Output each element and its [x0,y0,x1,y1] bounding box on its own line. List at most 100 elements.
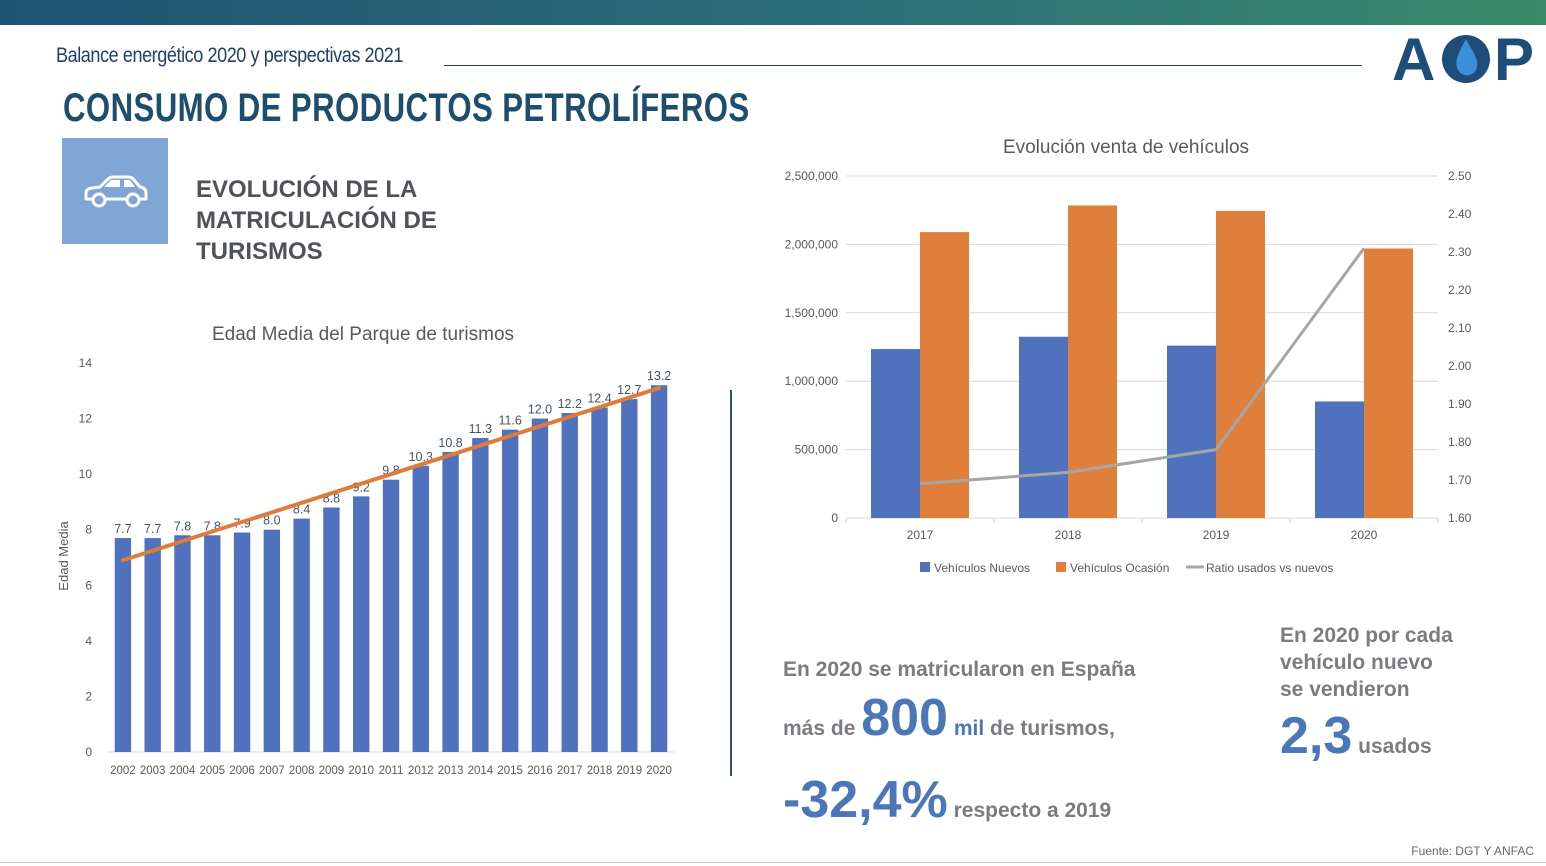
chart-title: Evolución venta de vehículos [1003,137,1249,158]
x-tick-label: 2016 [527,765,553,777]
y-tick-label: 4 [85,634,92,648]
y-tick-label: 1,000,000 [785,374,839,388]
bar [531,418,549,752]
secondary-y-axis-ticks: 1.60 1.70 1.80 1.90 2.00 2.10 2.20 2.30 2.40 2.50 [1448,169,1472,525]
stat-percent-suffix: respecto a 2019 [953,799,1112,822]
data-labels: 7.77.77.87.87.98.08.48.89.29.810.310.811… [114,369,671,536]
y2-tick-label: 1.80 [1448,435,1472,449]
source-note: Fuente: DGT Y ANFAC [1411,844,1534,858]
logo-letter-a: A [1392,28,1435,84]
bars [871,205,1413,519]
bar [501,429,519,752]
chart-title: Edad Media del Parque de turismos [212,324,514,345]
bar [323,507,340,752]
x-tick-label: 2020 [1351,528,1378,542]
stat-text-line2: más de 800 mil de turismos, [783,688,1115,748]
x-tick-label: 2017 [557,765,583,777]
vehicle-sales-chart: Evolución venta de vehículos 0 500,000 1,0… [785,137,1472,575]
ratio-big-number: 2,3 [1280,707,1353,765]
x-tick-label: 2013 [438,765,464,777]
data-label: 12.2 [558,397,582,411]
aop-logo: A P [1392,28,1534,84]
bar [650,385,668,752]
ratio-text-line: se vendieron [1280,678,1410,701]
age-bar-chart: Edad Media del Parque de turismos Edad M… [56,324,674,777]
x-tick-label: 2002 [110,765,136,777]
footer-rule [0,862,1546,863]
y-tick-label: 2,000,000 [785,237,839,251]
x-tick-label: 2020 [646,765,672,777]
x-tick-label: 2009 [319,765,345,777]
bar [144,538,161,752]
bar [920,232,969,518]
data-label: 7.7 [144,522,161,536]
vertical-divider [730,390,732,776]
bar [561,413,578,752]
y2-tick-label: 2.10 [1448,321,1472,335]
y-tick-label: 8 [85,523,92,537]
x-tick-label: 2005 [199,765,225,777]
data-label: 8.0 [263,514,280,528]
stat-unit: mil [953,717,985,740]
bar [1216,210,1265,518]
stat-percent: -32,4% [783,771,948,829]
legend-label: Ratio usados vs nuevos [1206,561,1333,575]
bar [114,538,132,752]
data-label: 10.3 [409,450,433,464]
bar [353,496,370,752]
ratio-line [919,247,1366,486]
trendline [120,386,662,563]
x-tick-label: 2003 [140,765,166,777]
bar [382,479,400,752]
bar [621,399,638,752]
y2-tick-label: 2.20 [1448,283,1472,297]
x-tick-label: 2018 [1055,528,1082,542]
bar [233,532,251,752]
legend: Vehículos Nuevos Vehículos Ocasión Ratio u… [920,561,1333,575]
ratio-text-line: En 2020 por cada [1280,624,1453,647]
y-tick-label: 0 [85,745,92,759]
x-tick-label: 2017 [907,528,934,542]
data-label: 7.8 [174,519,191,533]
ratio-suffix: usados [1358,735,1432,758]
bar [472,438,489,752]
bar [591,407,608,752]
y2-tick-label: 2.00 [1448,359,1472,373]
x-tick-label: 2014 [468,765,494,777]
x-tick-label: 2010 [348,765,374,777]
y2-tick-label: 2.40 [1448,207,1472,221]
data-label: 11.3 [469,422,492,436]
data-label: 13.2 [647,369,671,383]
ratio-value-line: 2,3 usados [1280,706,1432,766]
x-tick-label: 2008 [289,765,315,777]
stat-big-number: 800 [861,689,948,747]
legend-label: Vehículos Nuevos [934,561,1030,575]
bar [412,465,429,752]
ratio-text-line: vehículo nuevo [1280,651,1433,674]
y-tick-label: 500,000 [795,443,839,457]
x-tick-label: 2019 [1203,528,1230,542]
x-axis-ticks: 2002 2003 2004 2005 2006 2007 2008 2009 2010 2011… [110,765,672,777]
y2-tick-label: 1.70 [1448,473,1472,487]
x-tick-label: 2019 [617,765,643,777]
stat-prefix: más de [783,717,856,740]
legend-label: Vehículos Ocasión [1070,561,1169,575]
y-tick-label: 14 [79,356,93,370]
y-tick-label: 10 [79,467,93,481]
data-label: 12.4 [587,391,611,405]
x-tick-label: 2018 [587,765,613,777]
logo-letter-p: P [1494,28,1534,84]
y2-tick-label: 2.50 [1448,169,1472,183]
x-tick-label: 2007 [259,765,285,777]
logo-drop-highlight [1456,39,1478,76]
y-tick-label: 0 [831,511,838,525]
x-tick-label: 2004 [170,765,196,777]
ratio-text: En 2020 por cada vehículo nuevo se vendi… [1280,622,1510,703]
section-title-line: EVOLUCIÓN DE LA [196,176,418,203]
car-icon [84,175,148,208]
bar [293,518,310,752]
data-label: 11.6 [498,414,521,428]
x-tick-label: 2006 [229,765,255,777]
bar [871,349,920,518]
data-label: 12.0 [528,403,552,417]
